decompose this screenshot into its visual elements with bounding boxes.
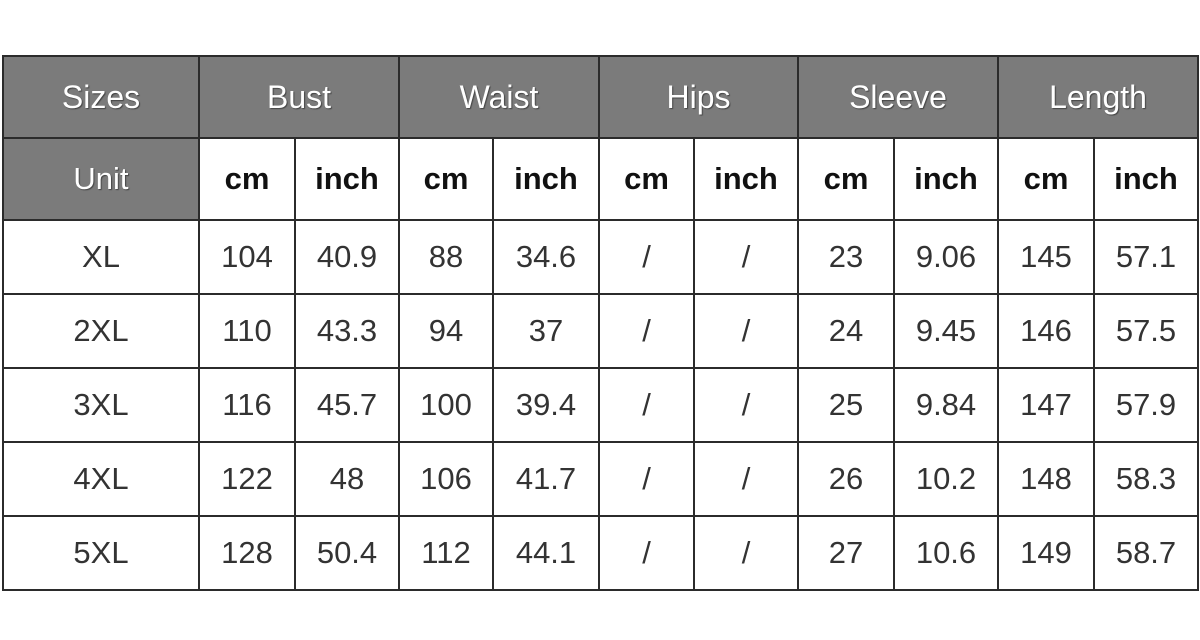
header-row: Sizes Bust Waist Hips Sleeve Length [2,55,1199,139]
column-header: Waist [398,55,600,139]
table-cell: 106 [398,441,494,517]
table-cell: 9.45 [893,293,999,369]
table-cell: / [598,293,695,369]
table-cell: / [598,515,695,591]
size-label: 4XL [2,441,200,517]
unit-header: inch [294,137,400,221]
size-label: XL [2,219,200,295]
table-cell: / [693,293,799,369]
table-cell: / [598,219,695,295]
table-cell: 24 [797,293,895,369]
table-cell: / [693,219,799,295]
unit-header: inch [693,137,799,221]
table-cell: 57.9 [1093,367,1199,443]
data-row: XL 104 40.9 88 34.6//23 9.06 145 57.1 [2,219,1199,295]
column-header: Length [997,55,1199,139]
unit-header: inch [1093,137,1199,221]
unit-label: Unit [2,137,200,221]
table-cell: 25 [797,367,895,443]
table-cell: 122 [198,441,296,517]
size-label: 2XL [2,293,200,369]
unit-row: Unit cm inch cm inch cm inch cm inch cm inch [2,137,1199,221]
data-row: 4XL 122 48 106 41.7//26 10.2 148 58.3 [2,441,1199,517]
table-cell: 94 [398,293,494,369]
size-label: 3XL [2,367,200,443]
unit-header: cm [598,137,695,221]
table-cell: 146 [997,293,1095,369]
table-cell: 116 [198,367,296,443]
table-cell: 48 [294,441,400,517]
table-cell: 44.1 [492,515,600,591]
table-cell: 50.4 [294,515,400,591]
table-cell: / [693,515,799,591]
table-cell: 40.9 [294,219,400,295]
table-cell: 58.7 [1093,515,1199,591]
column-header: Hips [598,55,799,139]
size-table: Sizes Bust Waist Hips Sleeve Length Unit cm inch… [2,55,1199,591]
table-cell: 9.84 [893,367,999,443]
table-cell: 10.6 [893,515,999,591]
data-row: 5XL 128 50.4 112 44.1//27 10.6 149 58.7 [2,515,1199,591]
table-cell: 27 [797,515,895,591]
column-header: Bust [198,55,400,139]
column-header: Sizes [2,55,200,139]
table-cell: 148 [997,441,1095,517]
table-cell: 145 [997,219,1095,295]
table-cell: / [598,367,695,443]
unit-header: cm [398,137,494,221]
unit-header: cm [997,137,1095,221]
table-cell: 41.7 [492,441,600,517]
table-cell: 37 [492,293,600,369]
table-cell: 112 [398,515,494,591]
table-cell: 149 [997,515,1095,591]
table-cell: 128 [198,515,296,591]
table-cell: 147 [997,367,1095,443]
table-cell: 58.3 [1093,441,1199,517]
size-label: 5XL [2,515,200,591]
table-cell: 57.5 [1093,293,1199,369]
table-cell: 100 [398,367,494,443]
table-cell: / [693,441,799,517]
table-cell: / [598,441,695,517]
table-cell: / [693,367,799,443]
table-cell: 23 [797,219,895,295]
unit-header: cm [198,137,296,221]
data-row: 2XL 110 43.3 94 37//24 9.45 146 57.5 [2,293,1199,369]
table-cell: 104 [198,219,296,295]
column-header: Sleeve [797,55,999,139]
unit-header: inch [492,137,600,221]
table-cell: 39.4 [492,367,600,443]
table-cell: 43.3 [294,293,400,369]
data-row: 3XL 116 45.7 100 39.4//25 9.84 147 57.9 [2,367,1199,443]
table-cell: 10.2 [893,441,999,517]
table-cell: 88 [398,219,494,295]
unit-header: cm [797,137,895,221]
unit-header: inch [893,137,999,221]
table-cell: 57.1 [1093,219,1199,295]
table-cell: 110 [198,293,296,369]
table-cell: 26 [797,441,895,517]
table-cell: 34.6 [492,219,600,295]
table-cell: 9.06 [893,219,999,295]
table-cell: 45.7 [294,367,400,443]
